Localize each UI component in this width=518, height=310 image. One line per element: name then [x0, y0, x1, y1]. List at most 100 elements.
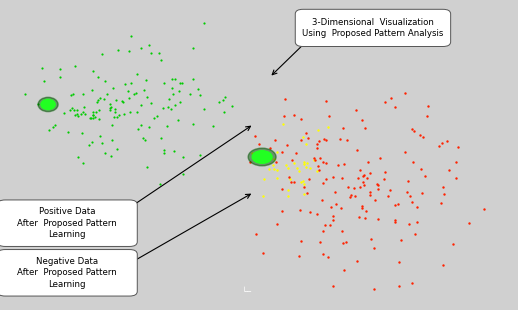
Point — [97, 141, 106, 146]
Point — [88, 87, 96, 92]
Ellipse shape — [248, 148, 276, 166]
Point — [79, 105, 88, 110]
Point — [163, 124, 171, 129]
Point — [283, 188, 292, 193]
Point — [322, 98, 330, 103]
Point — [359, 174, 368, 179]
Point — [200, 106, 208, 111]
Point — [329, 218, 337, 223]
Point — [160, 81, 168, 86]
Point — [176, 80, 184, 85]
Point — [347, 194, 355, 199]
Point — [125, 48, 133, 53]
Point — [70, 64, 79, 69]
Point — [156, 135, 165, 140]
Point — [370, 287, 378, 292]
Point — [290, 113, 298, 118]
Point — [449, 242, 457, 247]
Point — [297, 117, 306, 122]
Point — [326, 204, 335, 209]
Point — [297, 180, 305, 185]
Point — [176, 99, 184, 104]
Point — [169, 148, 178, 153]
Point — [290, 160, 298, 165]
Point — [313, 142, 321, 147]
Ellipse shape — [252, 151, 272, 163]
Point — [252, 232, 261, 237]
Point — [351, 194, 359, 199]
Point — [124, 95, 133, 100]
Point — [480, 207, 488, 212]
Point — [354, 175, 362, 180]
Point — [342, 240, 351, 245]
Point — [91, 115, 99, 120]
Point — [362, 208, 370, 213]
Point — [49, 125, 57, 130]
Point — [80, 112, 89, 117]
Point — [277, 186, 285, 191]
Point — [92, 110, 100, 115]
Point — [51, 122, 59, 127]
Point — [452, 175, 460, 180]
Point — [159, 105, 167, 110]
Point — [189, 77, 197, 82]
Point — [280, 113, 289, 118]
Point — [391, 202, 399, 207]
Point — [108, 138, 117, 143]
Point — [339, 241, 347, 246]
Point — [400, 149, 409, 154]
Point — [139, 87, 148, 92]
Point — [465, 220, 473, 225]
Point — [103, 92, 111, 97]
Point — [101, 78, 109, 83]
Point — [278, 208, 286, 213]
Point — [310, 156, 318, 161]
Point — [64, 129, 72, 134]
Point — [370, 245, 378, 250]
Point — [363, 176, 371, 181]
Point — [189, 46, 197, 51]
Point — [344, 184, 352, 189]
Point — [373, 187, 382, 192]
Point — [314, 163, 322, 168]
Point — [319, 160, 327, 165]
Point — [303, 161, 311, 166]
Point — [311, 158, 319, 163]
Point — [391, 218, 399, 223]
Point — [118, 99, 126, 104]
Point — [395, 283, 403, 288]
Point — [366, 192, 375, 197]
Point — [78, 130, 86, 135]
Point — [85, 142, 93, 147]
Point — [299, 135, 307, 140]
Point — [45, 127, 53, 132]
Point — [273, 175, 281, 180]
Point — [418, 191, 426, 196]
Point — [299, 178, 308, 183]
Point — [339, 126, 348, 131]
Point — [251, 134, 259, 139]
Point — [300, 185, 308, 190]
Point — [335, 137, 343, 142]
Point — [167, 107, 175, 112]
Point — [270, 157, 278, 162]
Ellipse shape — [41, 99, 55, 110]
Point — [420, 174, 428, 179]
Point — [168, 85, 176, 90]
Point — [305, 177, 313, 182]
Point — [89, 69, 97, 74]
Point — [402, 190, 411, 195]
Point — [126, 110, 135, 115]
Point — [219, 97, 227, 102]
Point — [194, 86, 202, 91]
Point — [137, 45, 146, 50]
Point — [295, 253, 303, 258]
Point — [370, 197, 379, 202]
Point — [391, 105, 399, 110]
Point — [319, 180, 327, 185]
Point — [66, 108, 75, 113]
Point — [120, 111, 128, 116]
Point — [175, 88, 183, 93]
Point — [155, 181, 164, 186]
Point — [126, 33, 135, 38]
